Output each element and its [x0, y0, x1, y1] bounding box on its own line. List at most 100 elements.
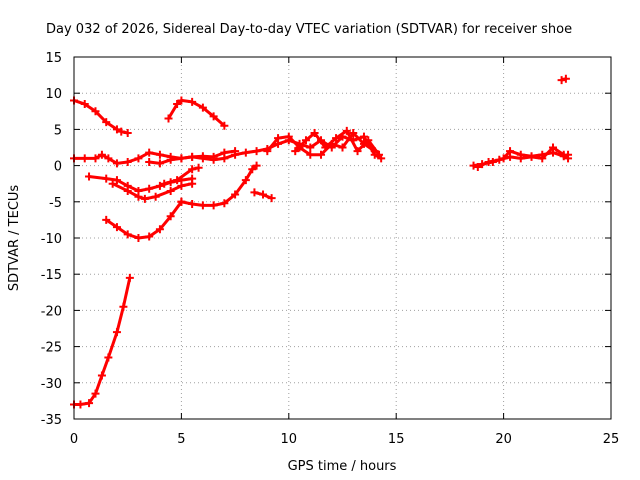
data-point: [198, 103, 207, 112]
data-point: [145, 157, 154, 166]
data-point: [284, 132, 293, 141]
data-point: [188, 199, 197, 208]
data-point: [91, 389, 100, 398]
data-point: [495, 155, 504, 164]
data-point: [173, 100, 182, 109]
data-point: [155, 225, 164, 234]
data-point: [306, 150, 315, 159]
y-tick-label: -10: [41, 232, 62, 247]
data-point: [102, 118, 111, 127]
data-point: [123, 230, 132, 239]
x-tick-label: 15: [388, 432, 405, 447]
data-point: [76, 400, 85, 409]
data-point: [310, 129, 319, 138]
data-point: [267, 194, 276, 203]
y-axis-label: SDTVAR / TECUs: [7, 185, 22, 292]
y-tick-label: -30: [41, 377, 62, 392]
data-point: [564, 154, 573, 163]
x-tick-label: 25: [603, 432, 620, 447]
data-point: [140, 194, 149, 203]
series-track-15-line: [476, 146, 570, 169]
data-point: [527, 152, 536, 161]
grid: [74, 57, 611, 419]
data-point: [125, 273, 134, 282]
data-point: [97, 371, 106, 380]
data-point: [188, 165, 197, 174]
data-point: [155, 181, 164, 190]
data-point: [301, 136, 310, 145]
data-point: [198, 154, 207, 163]
data-point: [342, 126, 351, 135]
data-point: [209, 112, 218, 121]
data-point: [506, 152, 515, 161]
data-point: [194, 163, 203, 172]
data-point: [209, 155, 218, 164]
x-tick-label: 5: [177, 432, 185, 447]
data-point: [364, 136, 373, 145]
data-point: [91, 154, 100, 163]
data-point: [91, 107, 100, 116]
data-point: [338, 143, 347, 152]
series-track-3-line: [72, 276, 132, 406]
data-point: [117, 127, 126, 136]
data-point: [134, 234, 143, 242]
y-tick-label: 5: [54, 123, 62, 138]
data-point: [164, 114, 173, 123]
data-point: [473, 163, 482, 172]
data-series: [70, 74, 573, 409]
data-point: [80, 154, 89, 163]
y-tick-label: -35: [41, 413, 62, 428]
data-point: [516, 154, 525, 163]
data-point: [155, 159, 164, 168]
data-point: [188, 179, 197, 188]
data-point: [241, 176, 250, 185]
data-point: [80, 100, 89, 109]
data-point: [209, 201, 218, 210]
y-tick-label: -25: [41, 341, 62, 356]
data-point: [375, 150, 384, 159]
data-point: [220, 199, 229, 208]
data-point: [112, 328, 121, 337]
data-point: [252, 161, 261, 170]
data-point: [85, 172, 94, 181]
data-point: [166, 212, 175, 221]
y-tick-label: 0: [54, 160, 62, 175]
series-track-6-line: [104, 200, 183, 240]
data-point: [274, 134, 283, 143]
data-point: [332, 134, 341, 143]
y-tick-label: -20: [41, 304, 62, 319]
data-point: [241, 148, 250, 157]
data-point: [188, 152, 197, 161]
data-point: [259, 190, 268, 199]
y-tick-label: -15: [41, 268, 62, 283]
x-tick-label: 10: [281, 432, 298, 447]
data-point: [166, 155, 175, 164]
data-point: [177, 154, 186, 163]
data-point: [134, 154, 143, 163]
data-point: [557, 76, 566, 85]
data-point: [104, 154, 113, 163]
series-track-1-line: [72, 98, 130, 135]
data-point: [119, 302, 128, 311]
y-tick-label: -5: [49, 196, 62, 211]
data-point: [145, 184, 154, 193]
data-point: [291, 147, 300, 156]
data-point: [108, 179, 117, 188]
data-point: [188, 97, 197, 106]
data-point: [166, 186, 175, 195]
y-tick-label: 15: [45, 51, 62, 66]
data-point: [112, 159, 121, 168]
data-point: [231, 190, 240, 199]
x-tick-label: 0: [70, 432, 78, 447]
data-point: [177, 181, 186, 190]
data-point: [102, 174, 111, 183]
data-point: [220, 121, 229, 130]
axis-ticks: 0 5 10 15 20 25 15 10 5 0 -5 -10 -15 -20 -25 -30 -35: [41, 51, 620, 447]
data-point: [112, 223, 121, 232]
data-point: [561, 74, 570, 83]
data-point: [549, 143, 558, 152]
data-point: [359, 132, 368, 141]
data-point: [231, 150, 240, 159]
data-point: [321, 143, 330, 152]
